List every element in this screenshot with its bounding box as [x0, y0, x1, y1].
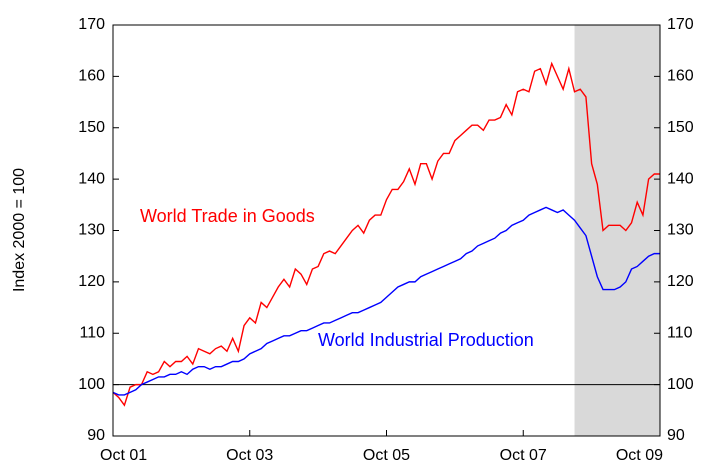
- y2-tick-label: 150: [667, 119, 694, 136]
- y2-tick-label: 160: [667, 68, 694, 85]
- y2-tick-label: 120: [667, 273, 694, 290]
- series-line: [112, 61, 660, 407]
- y2-tick-label: 90: [667, 427, 685, 444]
- y2-tick-label: 100: [667, 376, 694, 393]
- x-tick-label: Oct 01: [100, 447, 147, 464]
- x-tick-label: Oct 03: [226, 447, 273, 464]
- x-tick-label: Oct 09: [616, 447, 663, 464]
- series-line: [112, 206, 660, 396]
- y-tick-label: 120: [78, 273, 105, 290]
- y-tick-label: 100: [78, 376, 105, 393]
- x-tick-label: Oct 05: [363, 447, 410, 464]
- y-axis-label: Index 2000 = 100: [11, 168, 28, 292]
- plot-frame: [112, 24, 661, 437]
- y2-tick-label: 130: [667, 222, 694, 239]
- series-label: World Trade in Goods: [140, 206, 315, 226]
- y-tick-label: 160: [78, 68, 105, 85]
- y2-tick-label: 140: [667, 170, 694, 187]
- y-tick-label: 110: [79, 324, 105, 341]
- y-tick-label: 90: [87, 427, 105, 444]
- y-tick-label: 170: [78, 16, 105, 33]
- shaded-period: [574, 25, 660, 436]
- y2-tick-label: 110: [667, 324, 693, 341]
- series-label: World Industrial Production: [318, 330, 534, 350]
- x-tick-label: Oct 07: [500, 447, 547, 464]
- y-tick-label: 130: [78, 222, 105, 239]
- y2-tick-label: 170: [667, 16, 694, 33]
- y-tick-label: 140: [78, 170, 105, 187]
- y-tick-label: 150: [78, 119, 105, 136]
